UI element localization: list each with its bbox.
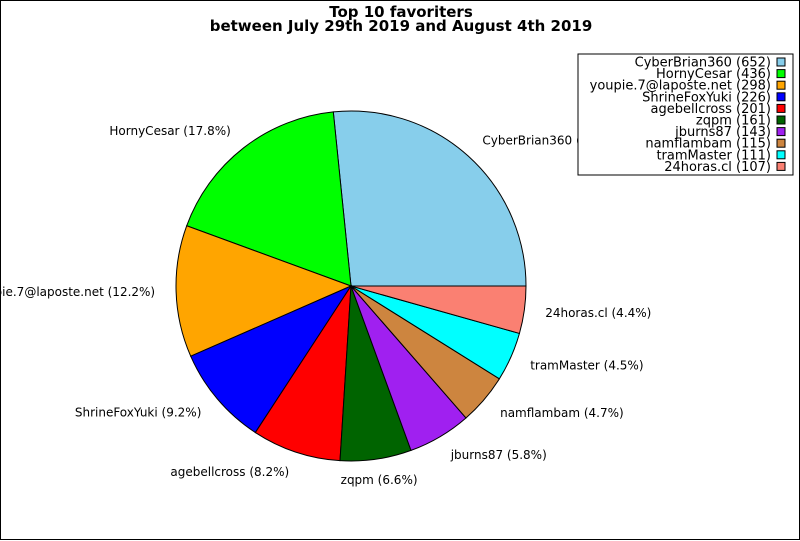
legend-swatch-trammaster bbox=[776, 150, 786, 160]
pie-slice-hornycesar bbox=[186, 111, 352, 287]
pie-label-namflambam: namflambam (4.7%) bbox=[500, 406, 624, 420]
pie-slice-agebellcross bbox=[254, 284, 352, 462]
pie-label-trammaster: tramMaster (4.5%) bbox=[530, 358, 643, 372]
pie-label-jburns87: jburns87 (5.8%) bbox=[450, 448, 547, 462]
pie-slice-shrinefoxyuki bbox=[190, 284, 353, 434]
chart-title: Top 10 favoriters between July 29th 2019… bbox=[210, 3, 593, 35]
legend-swatch-jburns87 bbox=[776, 127, 786, 137]
legend-label-cyberbrian360: CyberBrian360 (652) bbox=[635, 56, 771, 71]
legend-swatch-cyberbrian360 bbox=[776, 57, 786, 67]
chart-title-line-1: Top 10 favoriters bbox=[329, 3, 473, 21]
pie-label-agebellcross: agebellcross (8.2%) bbox=[170, 465, 289, 479]
legend-swatch-shrinefoxyuki bbox=[776, 92, 786, 102]
legend-swatch-youpie-7-laposte-net bbox=[776, 80, 786, 90]
legend-swatch-agebellcross bbox=[776, 103, 786, 113]
legend-label-namflambam: namflambam (115) bbox=[645, 137, 771, 152]
legend-swatch-namflambam bbox=[776, 138, 786, 148]
legend-label-jburns87: jburns87 (143) bbox=[674, 125, 771, 140]
pie-slice-youpie-7-laposte-net bbox=[175, 225, 353, 357]
legend-label-youpie-7-laposte-net: youpie.7@laposte.net (298) bbox=[590, 79, 771, 94]
pie-slice-24horas-cl bbox=[350, 285, 527, 335]
pie-label-hornycesar: HornyCesar (17.8%) bbox=[109, 124, 230, 138]
pie-label-youpie-7-laposte-net: youpie.7@laposte.net (12.2%) bbox=[1, 285, 155, 299]
legend-label-trammaster: tramMaster (111) bbox=[656, 148, 771, 163]
pie-slice-cyberbrian360 bbox=[332, 110, 527, 287]
legend-label-24horas-cl: 24horas.cl (107) bbox=[664, 160, 771, 175]
legend-swatch-24horas-cl bbox=[776, 161, 786, 171]
chart-title-line-2: between July 29th 2019 and August 4th 20… bbox=[210, 17, 593, 35]
legend-label-agebellcross: agebellcross (201) bbox=[651, 102, 772, 117]
legend-label-hornycesar: HornyCesar (436) bbox=[656, 67, 771, 82]
legend-box bbox=[577, 53, 794, 176]
legend-swatch-hornycesar bbox=[776, 69, 786, 79]
pie-label-zqpm: zqpm (6.6%) bbox=[341, 473, 418, 487]
legend-swatch-zqpm bbox=[776, 115, 786, 125]
pie-slices bbox=[175, 110, 527, 462]
pie-label-shrinefoxyuki: ShrineFoxYuki (9.2%) bbox=[75, 406, 202, 420]
legend: CyberBrian360 (652)HornyCesar (436)youpi… bbox=[577, 53, 794, 176]
legend-label-zqpm: zqpm (161) bbox=[696, 114, 771, 129]
pie-label-24horas-cl: 24horas.cl (4.4%) bbox=[545, 306, 651, 320]
legend-label-shrinefoxyuki: ShrineFoxYuki (226) bbox=[642, 90, 771, 105]
